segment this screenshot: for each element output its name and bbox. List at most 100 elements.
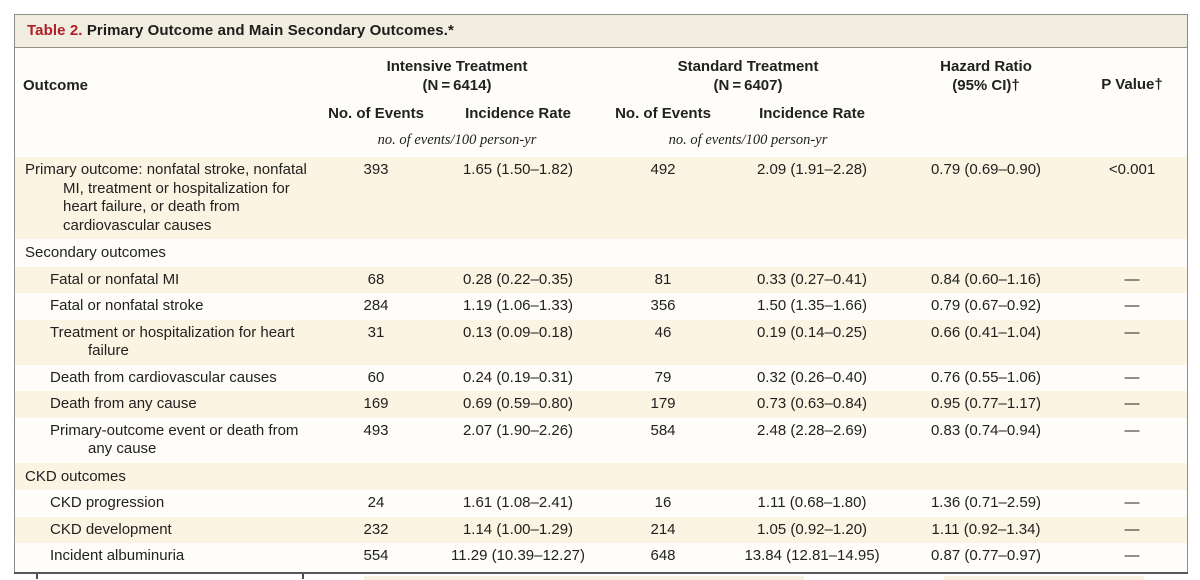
header-group-row: Outcome Intensive Treatment (N = 6414) S… xyxy=(15,48,1187,95)
column-header-p-value: P Value† xyxy=(1101,76,1163,93)
rate-standard: 1.11 (0.68–1.80) xyxy=(757,494,867,511)
cutoff-glyph-mark xyxy=(36,574,38,579)
hazard-ratio: 1.36 (0.71–2.59) xyxy=(930,494,1042,511)
p-value: — xyxy=(1124,395,1140,412)
table-container: Table 2. Primary Outcome and Main Second… xyxy=(14,14,1188,573)
table-row: Fatal or nonfatal MI 68 0.28 (0.22–0.35) 81… xyxy=(15,266,1187,294)
hazard-ratio: 0.79 (0.69–0.90) xyxy=(930,161,1042,178)
p-value: — xyxy=(1124,421,1140,439)
events-standard: 179 xyxy=(650,395,676,412)
rate-intensive: 1.61 (1.08–2.41) xyxy=(462,494,574,511)
events-intensive: 68 xyxy=(367,270,385,288)
events-standard: 81 xyxy=(654,270,672,288)
events-intensive: 169 xyxy=(363,395,389,412)
p-value: — xyxy=(1124,323,1140,341)
hazard-ratio: 0.83 (0.74–0.94) xyxy=(930,421,1042,439)
events-standard: 16 xyxy=(654,494,672,511)
events-standard: 46 xyxy=(654,323,672,341)
events-intensive: 31 xyxy=(367,323,385,341)
p-value: — xyxy=(1124,520,1140,538)
p-value: — xyxy=(1124,270,1140,288)
rate-intensive: 0.24 (0.19–0.31) xyxy=(462,368,574,386)
section-row: Secondary outcomes xyxy=(15,239,1187,267)
events-intensive: 554 xyxy=(363,547,389,564)
p-value: — xyxy=(1124,368,1140,386)
hazard-ratio-line1: Hazard Ratio xyxy=(940,58,1032,75)
rate-standard: 1.50 (1.35–1.66) xyxy=(756,297,868,314)
column-header-rate-intensive: Incidence Rate xyxy=(465,105,571,122)
rate-standard: 0.33 (0.27–0.41) xyxy=(756,270,868,288)
column-group-standard: Standard Treatment (N = 6407) xyxy=(599,48,897,95)
rate-intensive: 0.28 (0.22–0.35) xyxy=(462,270,574,288)
group-intensive-line2: (N = 6414) xyxy=(422,77,492,94)
column-header-events-intensive: No. of Events xyxy=(328,105,424,122)
hazard-ratio: 0.95 (0.77–1.17) xyxy=(930,395,1042,412)
outcome-label: Treatment or hospitalization for heart f… xyxy=(50,323,295,360)
p-value: <0.001 xyxy=(1108,161,1156,178)
rate-intensive: 11.29 (10.39–12.27) xyxy=(451,547,585,564)
rate-standard: 2.48 (2.28–2.69) xyxy=(756,421,868,439)
outcome-label-cell: Primary outcome: nonfatal stroke, nonfat… xyxy=(15,157,315,239)
outcome-label-cell: CKD development xyxy=(15,517,315,544)
events-standard: 584 xyxy=(650,421,676,439)
group-standard-line2: (N = 6407) xyxy=(713,77,783,94)
table-number-label: Table 2. xyxy=(27,22,83,39)
column-header-events-standard: No. of Events xyxy=(615,105,711,122)
outcome-label-cell: Primary-outcome event or death from any … xyxy=(15,418,315,463)
table-row: CKD development 232 1.14 (1.00–1.29) 214 1.0… xyxy=(15,516,1187,544)
section-row: CKD outcomes xyxy=(15,462,1187,491)
outcome-label: CKD development xyxy=(50,520,172,538)
outcome-label: Primary outcome: nonfatal stroke, nonfat… xyxy=(25,161,307,234)
header-units-row: no. of events/100 person-yr no. of event… xyxy=(15,123,1187,157)
events-intensive: 232 xyxy=(363,520,389,538)
outcome-label-cell: Death from cardiovascular causes xyxy=(15,365,315,392)
rate-standard: 1.05 (0.92–1.20) xyxy=(756,520,868,538)
section-label-cell: CKD outcomes xyxy=(15,463,1187,491)
rate-standard: 0.32 (0.26–0.40) xyxy=(756,368,868,386)
table-title-text: Primary Outcome and Main Secondary Outco… xyxy=(82,22,454,39)
table-row: Incident albuminuria 554 11.29 (10.39–12.2… xyxy=(15,543,1187,570)
hazard-ratio: 0.84 (0.60–1.16) xyxy=(930,270,1042,288)
outcome-label-cell: Fatal or nonfatal stroke xyxy=(15,293,315,320)
p-value: — xyxy=(1124,494,1140,511)
outcome-label-cell: Treatment or hospitalization for heart f… xyxy=(15,320,315,365)
group-standard-line1: Standard Treatment xyxy=(677,58,819,75)
table-header: Outcome Intensive Treatment (N = 6414) S… xyxy=(15,48,1187,157)
section-label: CKD outcomes xyxy=(25,467,126,485)
cutoff-footnote-strip xyxy=(14,574,1188,580)
rate-intensive: 1.14 (1.00–1.29) xyxy=(462,520,574,538)
column-header-outcome: Outcome xyxy=(23,77,89,94)
outcome-label: Incident albuminuria xyxy=(50,547,185,564)
p-value: — xyxy=(1124,297,1140,314)
hazard-ratio: 1.11 (0.92–1.34) xyxy=(931,520,1041,538)
table-row: Death from cardiovascular causes 60 0.24 (… xyxy=(15,365,1187,392)
header-sub-row: No. of Events Incidence Rate No. of Even… xyxy=(15,95,1187,123)
outcome-label-cell: Incident albuminuria xyxy=(15,543,315,570)
outcome-label-cell: Death from any cause xyxy=(15,391,315,418)
events-intensive: 24 xyxy=(367,494,385,511)
section-label: Secondary outcomes xyxy=(25,244,166,261)
rate-standard: 13.84 (12.81–14.95) xyxy=(744,547,880,564)
rate-standard: 0.19 (0.14–0.25) xyxy=(756,323,868,341)
column-group-intensive: Intensive Treatment (N = 6414) xyxy=(315,48,599,95)
section-label-cell: Secondary outcomes xyxy=(15,239,1187,267)
outcome-label: CKD progression xyxy=(50,494,165,511)
outcome-label-cell: Fatal or nonfatal MI xyxy=(15,267,315,294)
rate-standard: 2.09 (1.91–2.28) xyxy=(756,161,868,178)
table-bottom-rule xyxy=(14,572,1188,574)
table-row: Fatal or nonfatal stroke 284 1.19 (1.06–1.… xyxy=(15,293,1187,320)
p-value: — xyxy=(1124,547,1140,564)
rate-standard: 0.73 (0.63–0.84) xyxy=(756,395,868,412)
outcome-label: Primary-outcome event or death from any … xyxy=(50,421,299,458)
table-row: Treatment or hospitalization for heart f… xyxy=(15,319,1187,365)
events-intensive: 60 xyxy=(367,368,385,386)
events-standard: 79 xyxy=(654,368,672,386)
units-label-intensive: no. of events/100 person-yr xyxy=(377,132,537,148)
outcome-label: Death from cardiovascular causes xyxy=(50,368,277,386)
hazard-ratio: 0.76 (0.55–1.06) xyxy=(930,368,1042,386)
events-standard: 356 xyxy=(650,297,676,314)
rate-intensive: 0.69 (0.59–0.80) xyxy=(462,395,574,412)
outcome-label: Fatal or nonfatal stroke xyxy=(50,297,204,314)
outcomes-table: Outcome Intensive Treatment (N = 6414) S… xyxy=(15,48,1187,570)
